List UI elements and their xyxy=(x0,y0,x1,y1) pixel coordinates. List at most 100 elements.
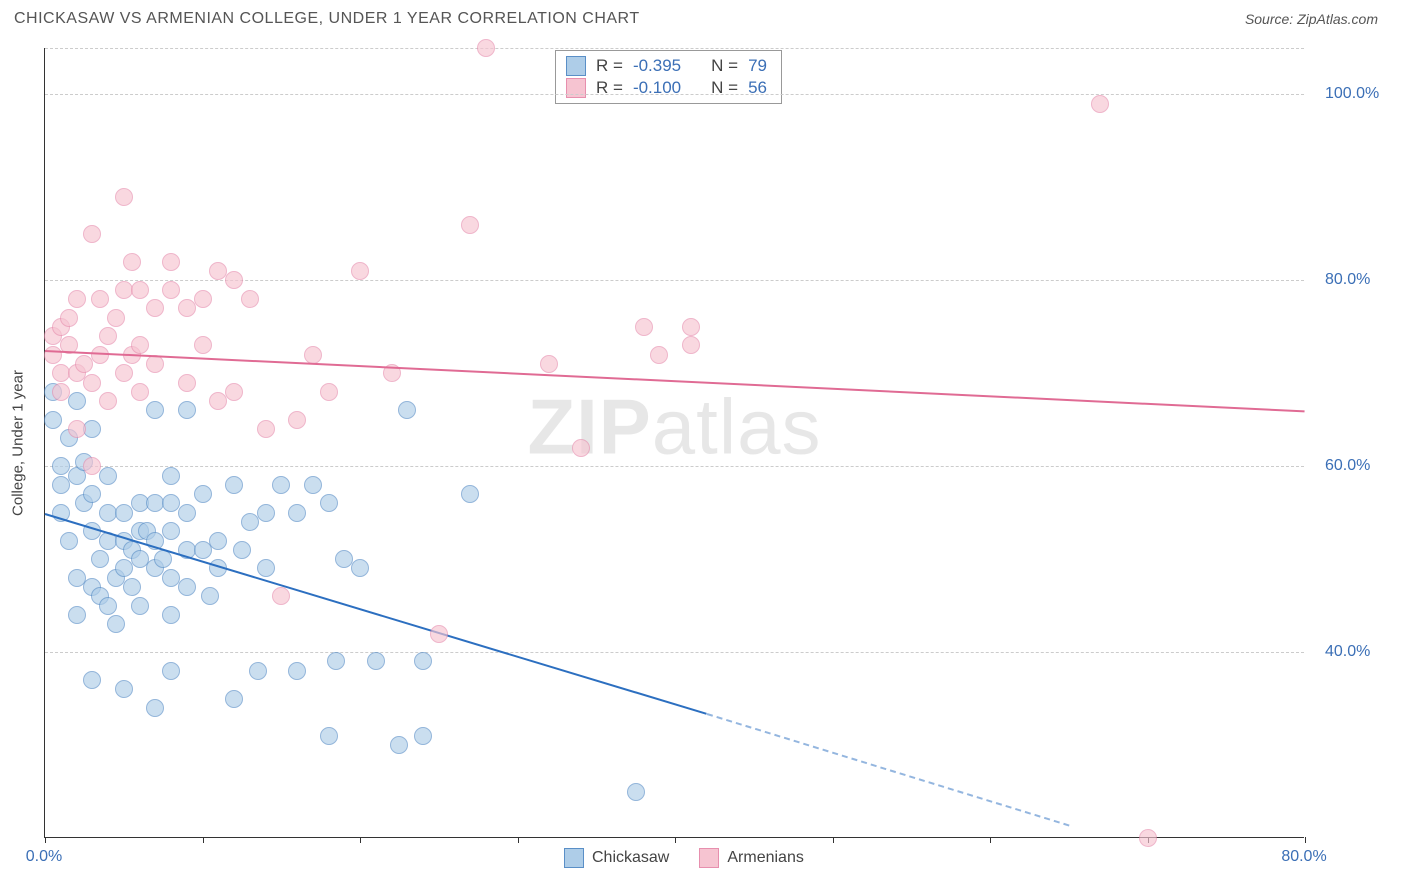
x-tick xyxy=(990,837,991,843)
data-point xyxy=(178,504,196,522)
data-point xyxy=(68,420,86,438)
data-point xyxy=(257,559,275,577)
data-point xyxy=(123,578,141,596)
legend-item: Armenians xyxy=(699,848,803,868)
x-tick-label: 80.0% xyxy=(1281,848,1326,866)
x-tick xyxy=(675,837,676,843)
x-tick xyxy=(833,837,834,843)
data-point xyxy=(351,559,369,577)
chart-source: Source: ZipAtlas.com xyxy=(1245,11,1378,27)
data-point xyxy=(178,401,196,419)
data-point xyxy=(131,383,149,401)
data-point xyxy=(60,309,78,327)
data-point xyxy=(682,336,700,354)
data-point xyxy=(430,625,448,643)
source-link[interactable]: ZipAtlas.com xyxy=(1297,11,1378,27)
data-point xyxy=(162,606,180,624)
trend-line xyxy=(706,713,1069,826)
gridline xyxy=(45,94,1304,95)
data-point xyxy=(257,504,275,522)
data-point xyxy=(131,281,149,299)
data-point xyxy=(107,309,125,327)
data-point xyxy=(225,383,243,401)
data-point xyxy=(83,225,101,243)
data-point xyxy=(572,439,590,457)
y-axis-label: College, Under 1 year xyxy=(10,370,27,516)
data-point xyxy=(194,485,212,503)
data-point xyxy=(225,690,243,708)
data-point xyxy=(367,652,385,670)
chart-plot-area: College, Under 1 year ZIPatlas R =-0.395… xyxy=(44,48,1304,838)
watermark: ZIPatlas xyxy=(527,381,821,472)
data-point xyxy=(477,39,495,57)
data-point xyxy=(351,262,369,280)
data-point xyxy=(162,467,180,485)
data-point xyxy=(146,401,164,419)
data-point xyxy=(540,355,558,373)
x-tick xyxy=(360,837,361,843)
data-point xyxy=(115,364,133,382)
y-tick-label: 40.0% xyxy=(1325,643,1370,661)
data-point xyxy=(201,587,219,605)
series-legend: Chickasaw Armenians xyxy=(564,848,804,868)
x-tick xyxy=(1305,837,1306,843)
data-point xyxy=(682,318,700,336)
y-tick-label: 80.0% xyxy=(1325,271,1370,289)
data-point xyxy=(241,290,259,308)
x-tick xyxy=(203,837,204,843)
gridline xyxy=(45,652,1304,653)
data-point xyxy=(99,597,117,615)
data-point xyxy=(115,680,133,698)
data-point xyxy=(304,346,322,364)
data-point xyxy=(225,271,243,289)
data-point xyxy=(52,383,70,401)
data-point xyxy=(99,392,117,410)
stats-legend-box: R =-0.395N =79R =-0.100N =56 xyxy=(555,50,782,104)
trend-line xyxy=(45,350,1305,412)
x-tick-label: 0.0% xyxy=(26,848,62,866)
data-point xyxy=(68,392,86,410)
legend-label: Armenians xyxy=(727,849,803,867)
n-value: 79 xyxy=(748,56,767,76)
data-point xyxy=(461,485,479,503)
chart-title: CHICKASAW VS ARMENIAN COLLEGE, UNDER 1 Y… xyxy=(14,10,640,28)
data-point xyxy=(83,374,101,392)
data-point xyxy=(68,290,86,308)
data-point xyxy=(233,541,251,559)
data-point xyxy=(99,467,117,485)
data-point xyxy=(91,290,109,308)
data-point xyxy=(288,504,306,522)
x-tick xyxy=(45,837,46,843)
data-point xyxy=(320,494,338,512)
data-point xyxy=(83,671,101,689)
data-point xyxy=(178,374,196,392)
data-point xyxy=(272,587,290,605)
data-point xyxy=(178,578,196,596)
chart-header: CHICKASAW VS ARMENIAN COLLEGE, UNDER 1 Y… xyxy=(0,0,1406,34)
data-point xyxy=(257,420,275,438)
data-point xyxy=(146,299,164,317)
data-point xyxy=(398,401,416,419)
data-point xyxy=(320,727,338,745)
data-point xyxy=(162,253,180,271)
data-point xyxy=(115,188,133,206)
data-point xyxy=(60,532,78,550)
data-point xyxy=(304,476,322,494)
legend-label: Chickasaw xyxy=(592,849,669,867)
y-tick-label: 100.0% xyxy=(1325,85,1379,103)
data-point xyxy=(83,485,101,503)
legend-swatch xyxy=(566,56,586,76)
data-point xyxy=(1091,95,1109,113)
scatter-plot: ZIPatlas R =-0.395N =79R =-0.100N =56 40… xyxy=(44,48,1304,838)
data-point xyxy=(99,327,117,345)
data-point xyxy=(288,411,306,429)
data-point xyxy=(91,550,109,568)
data-point xyxy=(162,281,180,299)
data-point xyxy=(225,476,243,494)
n-label: N = xyxy=(711,56,738,76)
data-point xyxy=(650,346,668,364)
data-point xyxy=(68,606,86,624)
data-point xyxy=(390,736,408,754)
data-point xyxy=(627,783,645,801)
data-point xyxy=(194,336,212,354)
